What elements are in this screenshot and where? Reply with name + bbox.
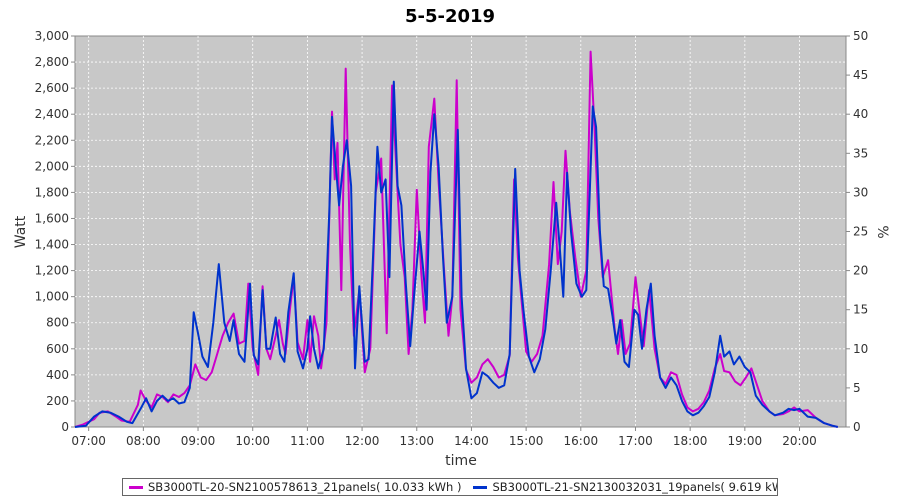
y-tick-label: 2,400 [35, 107, 69, 121]
y-tick-label: 2,600 [35, 81, 69, 95]
y-tick-label: 2,000 [35, 159, 69, 173]
legend-swatch-series-2 [473, 485, 488, 489]
y-tick-label: 3,000 [35, 29, 69, 43]
chart-title: 5-5-2019 [405, 6, 495, 27]
y2-tick-label: 10 [853, 342, 868, 356]
x-tick-label: 20:00 [782, 434, 817, 448]
y2-tick-label: 15 [853, 303, 868, 317]
y-tick-label: 400 [46, 368, 69, 382]
y2-tick-label: 35 [853, 146, 868, 160]
x-tick-label: 09:00 [181, 434, 216, 448]
series-line-2 [74, 80, 839, 428]
x-tick-label: 08:00 [126, 434, 161, 448]
y2-tick-label: 0 [853, 420, 861, 434]
y-tick-label: 200 [46, 394, 69, 408]
y2-tick-label: 5 [853, 381, 861, 395]
grid [75, 36, 846, 427]
x-tick-label: 13:00 [399, 434, 434, 448]
y2-tick-label: 45 [853, 68, 868, 82]
x-tick-label: 18:00 [673, 434, 708, 448]
y2-tick-label: 40 [853, 107, 868, 121]
x-tick-label: 17:00 [618, 434, 653, 448]
y-tick-label: 0 [61, 420, 69, 434]
x-axis-title: time [445, 453, 477, 469]
y-tick-label: 2,200 [35, 133, 69, 147]
x-tick-label: 19:00 [728, 434, 763, 448]
series-lines [74, 50, 839, 428]
x-tick-label: 12:00 [345, 434, 380, 448]
y2-tick-label: 30 [853, 185, 868, 199]
y-tick-label: 600 [46, 342, 69, 356]
legend-label-series-2: SB3000TL-21-SN2130032031_19panels( 9.619… [492, 480, 778, 494]
y-tick-label: 1,000 [35, 290, 69, 304]
legend-item-series-2[interactable]: SB3000TL-21-SN2130032031_19panels( 9.619… [473, 480, 778, 494]
x-tick-label: 10:00 [235, 434, 270, 448]
y-axis-title: Watt [13, 215, 29, 248]
y-tick-label: 1,200 [35, 264, 69, 278]
x-tick-label: 11:00 [290, 434, 325, 448]
y-tick-label: 1,600 [35, 211, 69, 225]
x-tick-label: 14:00 [454, 434, 489, 448]
y-tick-label: 2,800 [35, 55, 69, 69]
legend-item-series-1[interactable]: SB3000TL-20-SN2100578613_21panels( 10.03… [129, 480, 461, 494]
y-axis-right: 0 5 10 15 20 25 30 35 40 45 50 [846, 29, 868, 434]
y-axis-left: 0 200 400 600 800 1,000 1,200 1,400 1,600 1,800 2,… [35, 29, 75, 434]
y-tick-label: 800 [46, 316, 69, 330]
legend-swatch-series-1 [129, 485, 143, 489]
y2-axis-title: % [874, 225, 890, 238]
x-tick-label: 16:00 [564, 434, 599, 448]
x-tick-label: 15:00 [509, 434, 544, 448]
x-tick-label: 07:00 [71, 434, 106, 448]
y-tick-label: 1,400 [35, 238, 69, 252]
y2-tick-label: 50 [853, 29, 868, 43]
y2-tick-label: 25 [853, 225, 868, 239]
legend-label-series-1: SB3000TL-20-SN2100578613_21panels( 10.03… [148, 480, 462, 494]
y2-tick-label: 20 [853, 264, 868, 278]
y-tick-label: 1,800 [35, 185, 69, 199]
x-axis: 07:00 08:00 09:00 10:00 11:00 12:00 13:00 14:00… [71, 427, 817, 448]
legend: SB3000TL-20-SN2100578613_21panels( 10.03… [122, 478, 778, 496]
